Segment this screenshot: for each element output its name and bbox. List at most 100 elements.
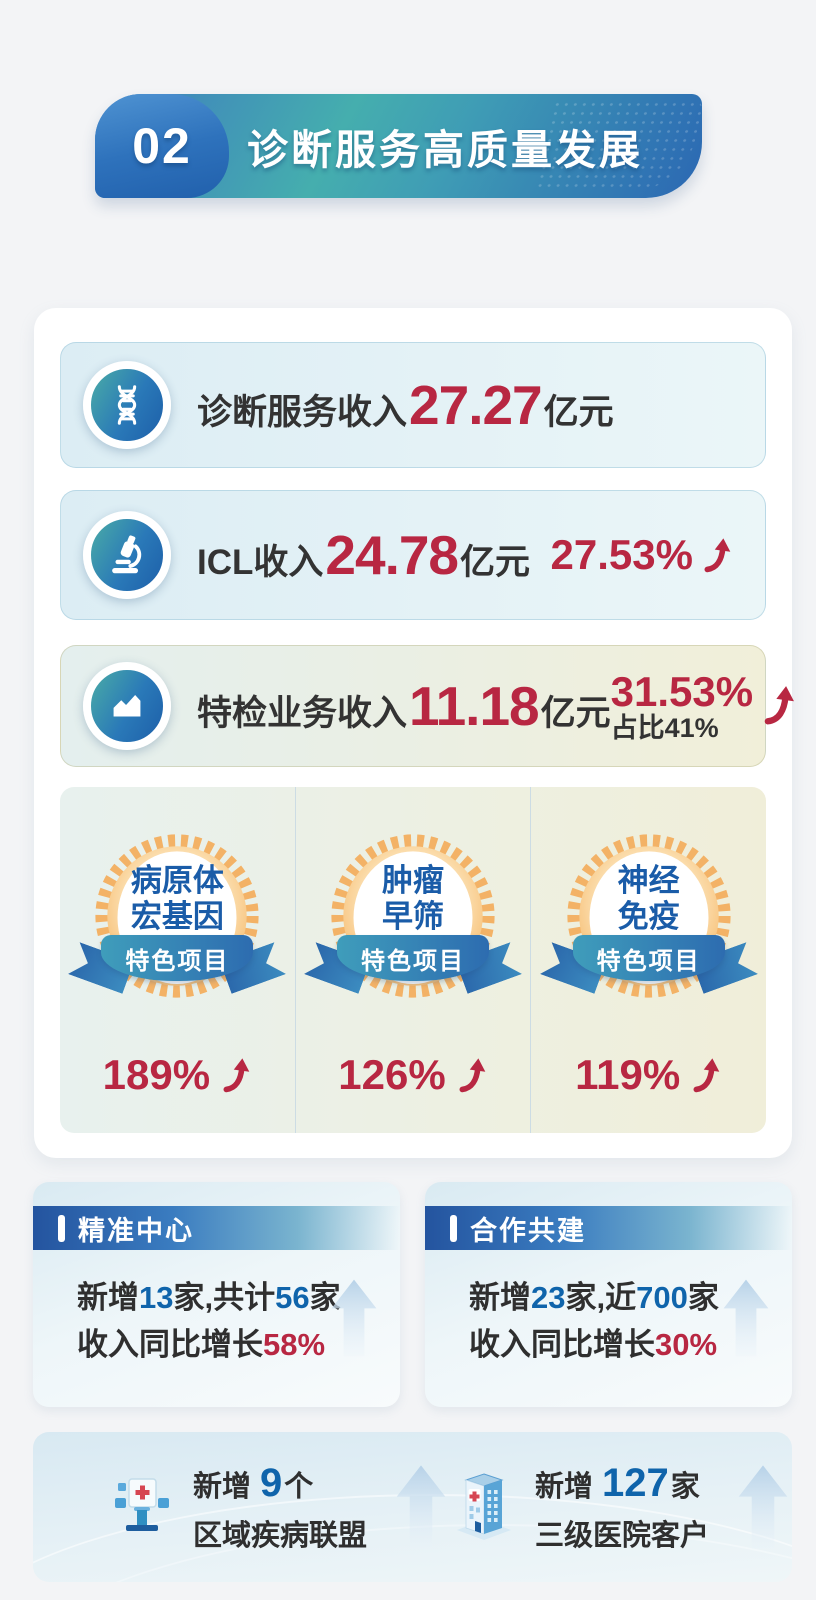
section-banner: 02 诊断服务高质量发展 xyxy=(95,94,704,198)
growth-share: 占比41% xyxy=(610,713,719,744)
alliance-item-disease: 新增 9个 区域疾病联盟 xyxy=(109,1432,447,1582)
project-name: 肿瘤 早筛 xyxy=(328,863,498,935)
growth-indicator: 31.53% 占比41% xyxy=(610,667,797,744)
header-tick-mark xyxy=(58,1214,65,1242)
card-body: 新增13家,共计56家 收入同比增长58% xyxy=(77,1274,341,1368)
highlight-number: 23 xyxy=(531,1280,566,1315)
project-growth: 126% xyxy=(296,1051,531,1099)
highlight-number: 13 xyxy=(139,1280,174,1315)
project-name-line2: 宏基因 xyxy=(130,899,224,934)
card-co-construction: 合作共建 新增23家,近700家 收入同比增长30% xyxy=(425,1182,792,1407)
project-name-line2: 早筛 xyxy=(382,899,444,934)
stat-unit: 亿元 xyxy=(543,393,614,432)
ribbon-banner: 特色项目 xyxy=(72,935,282,997)
alliance-line2: 三级医院客户 xyxy=(535,1519,710,1552)
ribbon-banner: 特色项目 xyxy=(544,935,754,997)
growth-stack: 31.53% 占比41% xyxy=(610,667,754,744)
card-body: 新增23家,近700家 收入同比增长30% xyxy=(469,1274,719,1368)
alliance-line2: 区域疾病联盟 xyxy=(193,1519,368,1552)
ribbon-banner: 特色项目 xyxy=(308,935,518,997)
section-number-badge: 02 xyxy=(95,94,229,198)
growth-percent: 126% xyxy=(338,1051,446,1098)
text-segment: 家,共计 xyxy=(173,1280,276,1315)
stat-value: 11.18 xyxy=(409,675,540,737)
section-title: 诊断服务高质量发展 xyxy=(247,127,643,173)
curved-up-arrow-icon xyxy=(223,1057,250,1092)
curved-up-arrow-icon xyxy=(693,1057,720,1092)
alliance-text: 新增 9个 区域疾病联盟 xyxy=(193,1461,367,1554)
alliance-line1: 新增 127家 xyxy=(535,1461,709,1506)
soft-up-arrow-icon xyxy=(738,1465,788,1549)
project-name-line1: 肿瘤 xyxy=(382,863,444,898)
stat-unit: 亿元 xyxy=(540,694,611,733)
growth-percent: 189% xyxy=(102,1051,211,1098)
growth-percent: 31.53% xyxy=(610,667,754,715)
card-line1: 新增13家,共计56家 xyxy=(77,1274,341,1321)
growth-percent: 119% xyxy=(575,1051,681,1098)
section-number: 02 xyxy=(132,118,192,174)
project-name-line2: 免疫 xyxy=(617,899,680,934)
curved-up-arrow-icon xyxy=(764,686,795,725)
text-segment: 新增 xyxy=(77,1280,139,1315)
stat-text: 诊断服务收入27.27亿元 xyxy=(197,373,614,437)
text-segment: 收入同比增长 xyxy=(77,1327,263,1362)
card-line2: 收入同比增长58% xyxy=(77,1321,341,1368)
ribbon-label: 特色项目 xyxy=(337,935,489,981)
text-segment: 家 xyxy=(670,1470,700,1503)
stat-label: 诊断服务收入 xyxy=(197,393,408,432)
stat-unit: 亿元 xyxy=(460,543,531,582)
text-segment: 新增 xyxy=(193,1470,252,1503)
highlight-number: 700 xyxy=(636,1280,688,1315)
text-segment: 家 xyxy=(309,1280,341,1315)
ribbon-label: 特色项目 xyxy=(572,935,725,981)
curved-up-arrow-icon xyxy=(459,1057,486,1092)
stat-row-special-testing-revenue: 特检业务收入11.18亿元 31.53% 占比41% xyxy=(60,645,795,767)
card-line1: 新增23家,近700家 xyxy=(469,1274,719,1321)
card-title: 合作共建 xyxy=(470,1215,586,1246)
featured-project-tumor: 肿瘤 早筛 特色项目 126% xyxy=(294,787,531,1133)
card-line2: 收入同比增长30% xyxy=(469,1321,719,1368)
stat-row-icl-revenue: ICL收入24.78亿元 27.53% xyxy=(60,490,766,620)
highlight-percent: 58% xyxy=(263,1327,326,1362)
growth-indicator: 27.53% xyxy=(551,531,733,579)
stat-value: 27.27 xyxy=(409,374,543,436)
header-tick-mark xyxy=(450,1214,457,1242)
highlight-number: 56 xyxy=(275,1280,310,1315)
project-growth: 119% xyxy=(531,1051,766,1099)
stat-row-diagnostic-revenue: 诊断服务收入27.27亿元 xyxy=(60,342,766,468)
highlight-percent: 30% xyxy=(655,1327,718,1362)
highlight-number: 127 xyxy=(602,1460,669,1505)
alliance-text: 新增 127家 三级医院客户 xyxy=(535,1461,709,1554)
project-name-line1: 神经 xyxy=(617,863,680,898)
dna-icon xyxy=(83,361,171,449)
project-name: 神经 免疫 xyxy=(564,863,734,935)
project-name: 病原体 宏基因 xyxy=(92,863,262,935)
project-growth: 189% xyxy=(60,1051,295,1099)
stat-value: 24.78 xyxy=(325,524,459,586)
stat-text: 特检业务收入11.18亿元 xyxy=(197,674,611,738)
featured-project-pathogen: 病原体 宏基因 特色项目 189% xyxy=(60,787,295,1133)
microscope-icon xyxy=(83,511,171,599)
alliance-item-hospitals: 新增 127家 三级医院客户 xyxy=(451,1432,789,1582)
hospital-building-icon xyxy=(457,1473,511,1540)
stat-text: ICL收入24.78亿元 xyxy=(197,523,530,587)
stats-card: 诊断服务收入27.27亿元 ICL收入24.78亿元 xyxy=(34,308,795,1158)
stat-label: 特检业务收入 xyxy=(197,694,408,733)
soft-up-arrow-icon xyxy=(723,1279,769,1357)
card-title: 精准中心 xyxy=(78,1215,194,1246)
text-segment: 收入同比增长 xyxy=(469,1327,655,1362)
text-segment: 新增 xyxy=(535,1470,594,1503)
text-segment: 家 xyxy=(687,1280,719,1315)
soft-up-arrow-icon xyxy=(396,1465,446,1549)
clinic-icon xyxy=(115,1478,169,1531)
medal-badge: 病原体 宏基因 特色项目 xyxy=(92,831,262,1001)
text-segment: 家,近 xyxy=(565,1280,637,1315)
text-segment: 新增 xyxy=(469,1280,531,1315)
card-header: 精准中心 xyxy=(33,1206,400,1250)
featured-projects-panel: 病原体 宏基因 特色项目 189% xyxy=(60,787,766,1133)
growth-percent: 27.53% xyxy=(550,531,693,578)
alliance-banner: 新增 9个 区域疾病联盟 xyxy=(33,1432,792,1582)
card-precision-centers: 精准中心 新增13家,共计56家 收入同比增长58% xyxy=(33,1182,400,1407)
medal-badge: 神经 免疫 特色项目 xyxy=(564,831,734,1001)
